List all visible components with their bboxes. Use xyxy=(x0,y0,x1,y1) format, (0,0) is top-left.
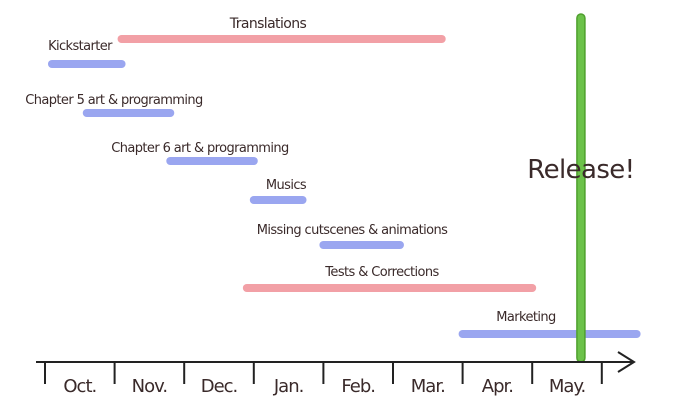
task-label: Kickstarter xyxy=(48,39,113,54)
task-label: Musics xyxy=(266,178,307,193)
month-labels: Oct. Nov. Dec. Jan. Feb. Mar. Apr. May. xyxy=(63,376,586,397)
task-labels: Translations Kickstarter Chapter 5 art & p… xyxy=(25,16,556,325)
task-label: Translations xyxy=(229,16,307,32)
month-label: May. xyxy=(549,376,585,397)
release-label: Release! xyxy=(527,155,634,185)
month-label: Nov. xyxy=(132,376,167,397)
release-line xyxy=(576,13,586,363)
task-label: Marketing xyxy=(496,310,556,325)
milestone: Release! xyxy=(527,13,635,363)
month-label: Apr. xyxy=(482,376,513,397)
month-label: Jan. xyxy=(273,376,303,397)
task-label: Chapter 5 art & programming xyxy=(25,93,203,108)
time-axis: Oct. Nov. Dec. Jan. Feb. Mar. Apr. May. xyxy=(36,351,636,397)
axis-ticks xyxy=(44,362,603,384)
month-label: Dec. xyxy=(201,376,238,397)
month-label: Oct. xyxy=(63,376,96,397)
task-label: Chapter 6 art & programming xyxy=(111,141,289,156)
task-bars xyxy=(47,35,641,338)
task-label: Missing cutscenes & animations xyxy=(257,223,448,238)
month-label: Mar. xyxy=(411,376,445,397)
task-label: Tests & Corrections xyxy=(324,265,439,280)
axis-arrow-icon xyxy=(617,351,636,373)
month-label: Feb. xyxy=(341,376,375,397)
